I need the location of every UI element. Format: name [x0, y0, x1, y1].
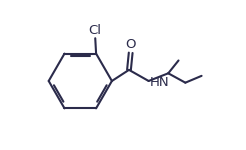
Text: Cl: Cl [89, 24, 102, 37]
Text: O: O [125, 38, 136, 51]
Text: HN: HN [150, 76, 169, 89]
